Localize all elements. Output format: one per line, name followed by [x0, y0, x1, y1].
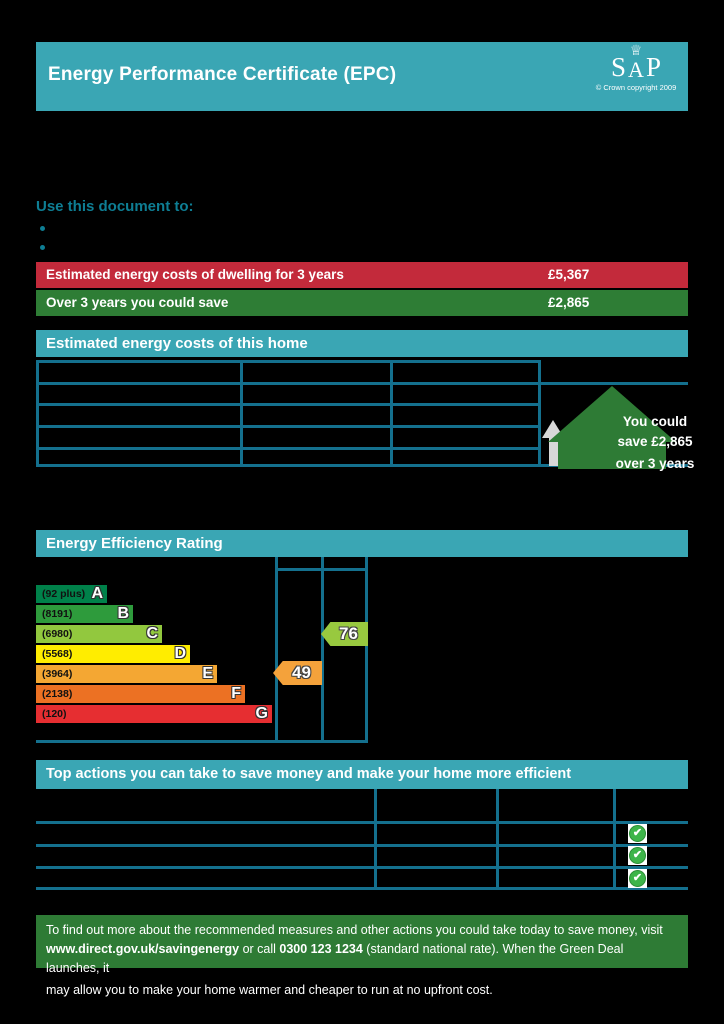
band-letter: E — [202, 665, 213, 682]
section-header-energy-rating: Energy Efficiency Rating — [36, 530, 688, 557]
footer-text: or call — [239, 941, 280, 956]
band-letter: F — [231, 685, 241, 702]
section-title: Energy Efficiency Rating — [46, 535, 223, 552]
table-grid-line — [36, 425, 541, 428]
sap-logo: S ♕ A P © Crown copyright 2009 — [590, 44, 682, 93]
table-grid-line — [36, 866, 688, 869]
table-grid-line — [36, 360, 39, 467]
cost-row-value: £5,367 — [548, 267, 590, 282]
band-range-label: (120) — [42, 708, 67, 720]
band-letter: D — [174, 645, 186, 662]
current-rating-arrow: 49 — [273, 661, 322, 685]
band-letter: A — [91, 585, 103, 602]
chart-grid-line — [365, 557, 368, 743]
table-grid-line — [374, 789, 377, 890]
footer-info-box: To find out more about the recommended m… — [36, 915, 688, 997]
section-title: Estimated energy costs of this home — [46, 335, 308, 352]
house-icon-roof — [548, 386, 676, 442]
table-grid-line — [240, 360, 243, 467]
sap-letter-a: A — [628, 57, 644, 82]
header-banner: Energy Performance Certificate (EPC) S ♕… — [36, 42, 688, 111]
footer-text: To find out more about the recommended m… — [46, 923, 663, 937]
chart-grid-line — [36, 740, 368, 743]
table-grid-line — [36, 821, 688, 824]
sap-letter-s: S — [611, 52, 627, 82]
chart-grid-line — [275, 557, 278, 743]
potential-rating-value: 76 — [339, 624, 358, 643]
table-grid-line — [36, 464, 688, 467]
crown-copyright-text: © Crown copyright 2009 — [595, 83, 677, 92]
sap-letter-p: P — [645, 52, 661, 82]
house-savings-line: You could — [622, 414, 688, 429]
table-grid-line — [496, 789, 499, 890]
rating-band-c: (6980) C — [36, 625, 162, 643]
house-icon-body — [558, 442, 666, 469]
rating-band-a: (92 plus) A — [36, 585, 107, 603]
footer-text: (standard national rate). When the Green… — [46, 941, 624, 975]
check-icon: ✔ — [628, 824, 647, 843]
section-title: Top actions you can take to save money a… — [46, 766, 572, 782]
crown-icon: ♕ — [629, 44, 643, 59]
potential-rating-arrow: 76 — [321, 622, 368, 646]
table-grid-line — [538, 360, 541, 467]
use-document-heading: Use this document to: — [36, 198, 194, 215]
band-range-label: (8191) — [42, 608, 73, 620]
house-savings-line: save £2,865 — [617, 434, 693, 449]
band-range-label: (6980) — [42, 628, 73, 640]
band-range-label: (2138) — [42, 688, 73, 700]
section-header-energy-costs: Estimated energy costs of this home — [36, 330, 688, 357]
cost-row-value: £2,865 — [548, 295, 590, 310]
bullet-marker — [40, 226, 45, 231]
footer-text: may allow you to make your home warmer a… — [46, 983, 493, 998]
check-icon-glyph: ✔ — [629, 847, 646, 864]
table-grid-line — [36, 403, 541, 406]
check-icon: ✔ — [628, 869, 647, 888]
band-range-label: (92 plus) — [42, 588, 86, 600]
check-icon: ✔ — [628, 846, 647, 865]
rating-band-e: (3964) E — [36, 665, 217, 683]
table-grid-line — [390, 360, 393, 467]
section-header-top-actions: Top actions you can take to save money a… — [36, 760, 688, 789]
footer-link-text: www.direct.gov.uk/savingenergy — [46, 941, 240, 956]
chart-grid-line — [275, 568, 368, 571]
page-title: Energy Performance Certificate (EPC) — [48, 64, 397, 85]
current-rating-value: 49 — [292, 663, 311, 682]
band-letter: B — [117, 605, 129, 622]
band-letter: G — [255, 705, 268, 722]
up-arrow-icon — [549, 437, 558, 466]
band-range-label: (5568) — [42, 648, 73, 660]
rating-band-g: (120) G — [36, 705, 272, 723]
house-savings-line: over 3 years — [615, 456, 695, 471]
table-grid-line — [613, 789, 616, 890]
chart-grid-line — [321, 557, 324, 743]
bullet-marker — [40, 245, 45, 250]
cost-row-savings: Over 3 years you could save £2,865 — [36, 290, 688, 316]
rating-band-b: (8191) B — [36, 605, 133, 623]
table-grid-line — [36, 887, 688, 890]
table-grid-line — [36, 844, 688, 847]
band-range-label: (3964) — [42, 668, 73, 680]
cost-row-total: Estimated energy costs of dwelling for 3… — [36, 262, 688, 288]
rating-band-f: (2138) F — [36, 685, 245, 703]
check-icon-glyph: ✔ — [629, 825, 646, 842]
band-letter: C — [146, 625, 158, 642]
table-grid-line — [36, 382, 688, 385]
table-grid-line — [36, 360, 541, 363]
sap-logo-letters: S ♕ A P — [590, 44, 682, 82]
house-savings-text: You could save £2,865 over 3 years — [592, 412, 718, 474]
cost-row-label: Estimated energy costs of dwelling for 3… — [46, 267, 344, 282]
check-icon-glyph: ✔ — [629, 870, 646, 887]
cost-row-label: Over 3 years you could save — [46, 295, 229, 310]
rating-band-d: (5568) D — [36, 645, 190, 663]
table-grid-line — [36, 447, 541, 450]
footer-phone-number: 0300 123 1234 — [279, 941, 363, 956]
